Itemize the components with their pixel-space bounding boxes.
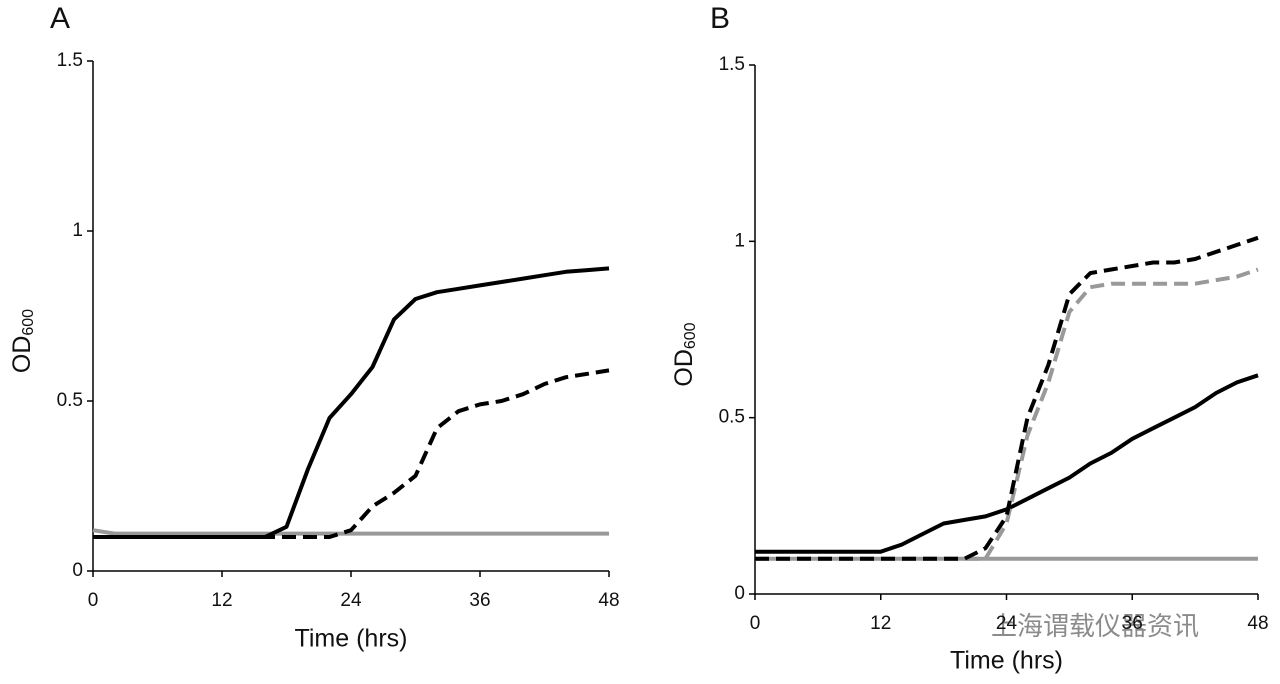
- data-line: [755, 267, 1259, 561]
- watermark: 上海谓载仪器资讯: [991, 611, 1199, 641]
- x-axis-label: Time (hrs): [950, 647, 1063, 675]
- y-axis-label-sub: 600: [682, 322, 699, 349]
- data-line: [92, 528, 609, 536]
- panel-label: A: [50, 2, 70, 35]
- y-tick-label: 1: [72, 220, 83, 241]
- y-axis-label: OD600: [670, 322, 700, 386]
- y-tick-label: 0.5: [719, 407, 745, 428]
- y-axis-label-sub: 600: [20, 309, 37, 336]
- y-axis-label: OD600: [8, 309, 38, 373]
- y-tick-label: 1.5: [57, 50, 83, 71]
- y-tick-label: 1.5: [719, 54, 745, 75]
- x-tick-label: 36: [469, 590, 490, 611]
- y-tick-label: 1: [734, 230, 745, 251]
- x-tick-label: 36: [1122, 613, 1143, 634]
- panel-label: B: [710, 2, 730, 35]
- y-tick-label: 0.5: [57, 390, 83, 411]
- y-tick-label: 0: [734, 583, 745, 604]
- y-axis-label-main: OD: [8, 336, 36, 374]
- y-axis-label-main: OD: [670, 349, 698, 387]
- data-line: [93, 266, 610, 539]
- x-tick-label: 48: [598, 590, 619, 611]
- x-tick-label: 48: [1247, 613, 1268, 634]
- x-axis-label: Time (hrs): [295, 625, 408, 653]
- data-line: [93, 368, 610, 539]
- data-line: [755, 373, 1259, 554]
- y-tick-label: 0: [72, 560, 83, 581]
- x-tick-label: 12: [870, 613, 891, 634]
- x-tick-label: 0: [750, 613, 761, 634]
- data-line: [755, 235, 1259, 561]
- x-tick-label: 0: [88, 590, 99, 611]
- x-tick-label: 24: [996, 613, 1018, 634]
- x-tick-label: 24: [340, 590, 362, 611]
- x-tick-label: 12: [211, 590, 232, 611]
